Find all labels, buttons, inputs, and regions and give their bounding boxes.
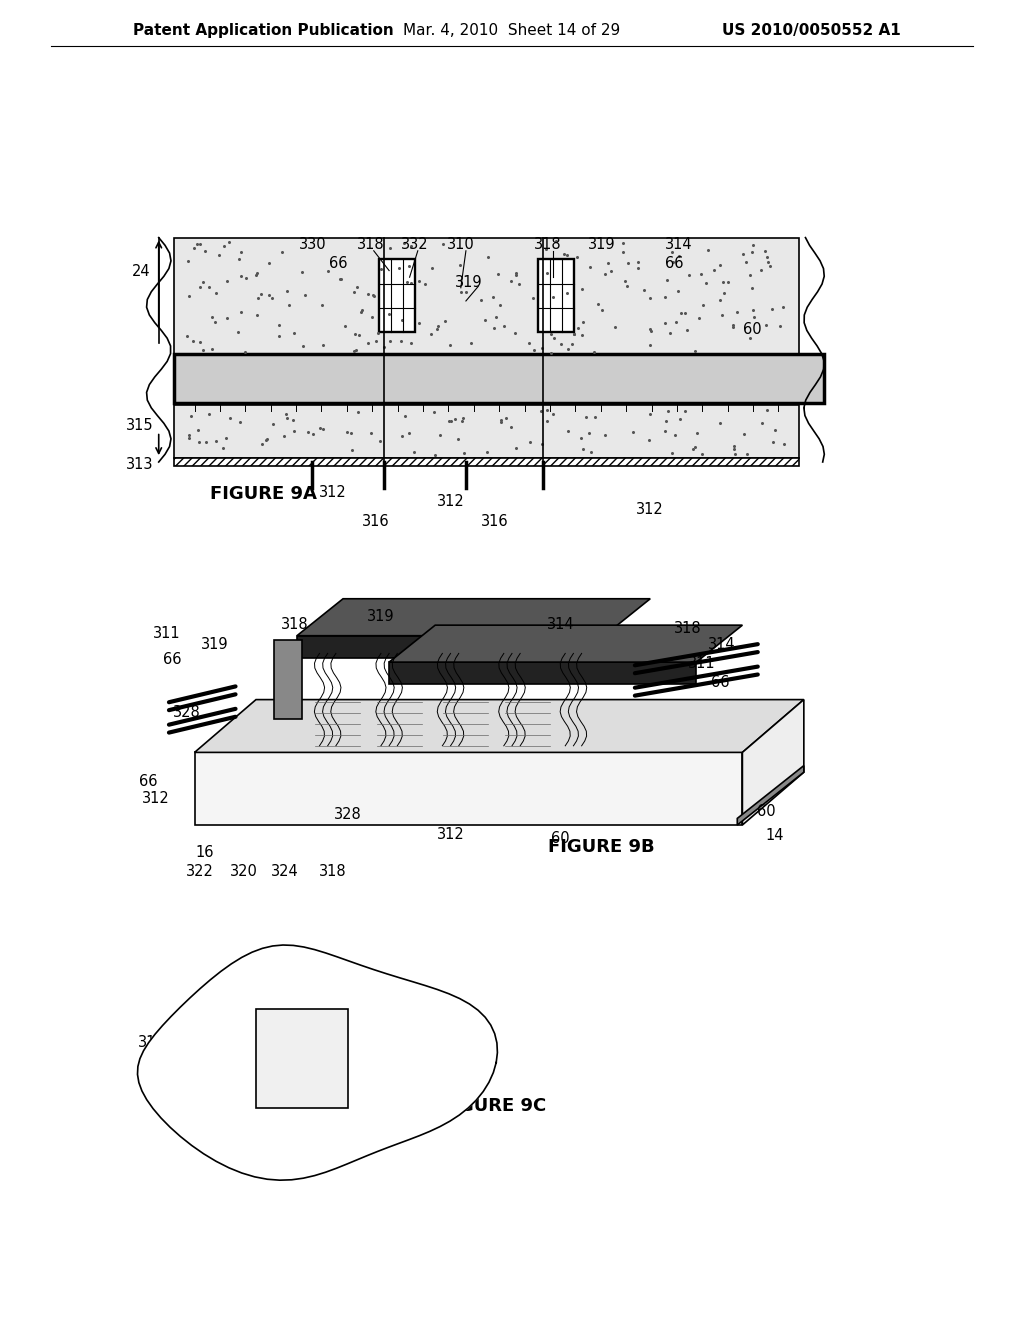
- Text: 322: 322: [185, 863, 214, 879]
- Text: 66: 66: [711, 675, 729, 690]
- Text: 314: 314: [548, 616, 574, 632]
- Text: 330: 330: [299, 236, 326, 252]
- Polygon shape: [389, 663, 696, 684]
- Text: 314: 314: [666, 236, 692, 252]
- Text: 66: 66: [665, 256, 683, 272]
- Text: 315: 315: [126, 417, 154, 433]
- Text: 14: 14: [766, 828, 784, 843]
- Text: 66: 66: [139, 774, 158, 789]
- Text: 328: 328: [172, 705, 201, 721]
- Polygon shape: [737, 766, 804, 825]
- Text: FIGURE 9A: FIGURE 9A: [210, 484, 316, 503]
- Polygon shape: [137, 945, 498, 1180]
- Text: 319: 319: [202, 636, 228, 652]
- Text: 320: 320: [229, 863, 258, 879]
- Text: 319: 319: [368, 609, 394, 624]
- Polygon shape: [297, 636, 604, 657]
- Text: 324: 324: [270, 863, 299, 879]
- Text: 310: 310: [446, 236, 475, 252]
- Text: 312: 312: [436, 494, 465, 510]
- Text: 319: 319: [589, 236, 615, 252]
- Polygon shape: [195, 700, 804, 752]
- Text: 318: 318: [675, 620, 701, 636]
- Polygon shape: [174, 238, 799, 356]
- Polygon shape: [195, 752, 742, 825]
- Text: 318: 318: [357, 236, 384, 252]
- Text: 318: 318: [535, 236, 561, 252]
- Text: 16: 16: [196, 845, 214, 861]
- Polygon shape: [389, 626, 742, 663]
- Text: 312: 312: [141, 791, 170, 807]
- Text: 60: 60: [757, 804, 775, 820]
- Text: 328: 328: [334, 807, 362, 822]
- Text: 311: 311: [688, 656, 715, 672]
- Text: 311: 311: [154, 626, 180, 642]
- Polygon shape: [742, 700, 804, 825]
- Polygon shape: [539, 260, 573, 331]
- Text: 312: 312: [318, 484, 347, 500]
- Text: FIGURE 9C: FIGURE 9C: [440, 1097, 547, 1115]
- Text: 24: 24: [132, 264, 151, 280]
- Text: 318: 318: [319, 863, 346, 879]
- Polygon shape: [379, 260, 416, 331]
- Text: 318: 318: [282, 616, 308, 632]
- Text: 319: 319: [138, 1035, 165, 1051]
- Text: Patent Application Publication: Patent Application Publication: [133, 22, 394, 38]
- Text: 313: 313: [126, 457, 154, 473]
- Polygon shape: [174, 354, 824, 403]
- Text: 312: 312: [636, 502, 665, 517]
- Polygon shape: [174, 458, 799, 466]
- Text: 316: 316: [481, 513, 508, 529]
- Text: US 2010/0050552 A1: US 2010/0050552 A1: [722, 22, 901, 38]
- Text: 60: 60: [743, 322, 762, 338]
- Text: Mar. 4, 2010  Sheet 14 of 29: Mar. 4, 2010 Sheet 14 of 29: [403, 22, 621, 38]
- Text: 326: 326: [446, 1012, 475, 1028]
- Text: 316: 316: [362, 513, 389, 529]
- Text: 319: 319: [456, 275, 482, 290]
- Text: 314: 314: [709, 636, 735, 652]
- Text: 66: 66: [163, 652, 181, 668]
- Text: 332: 332: [401, 236, 428, 252]
- Text: FIGURE 9B: FIGURE 9B: [548, 838, 654, 857]
- Polygon shape: [256, 1008, 348, 1109]
- Text: 66: 66: [329, 256, 347, 272]
- Text: 312: 312: [436, 826, 465, 842]
- Polygon shape: [297, 599, 650, 636]
- Polygon shape: [274, 640, 302, 719]
- Text: 60: 60: [551, 830, 569, 846]
- Polygon shape: [174, 405, 799, 458]
